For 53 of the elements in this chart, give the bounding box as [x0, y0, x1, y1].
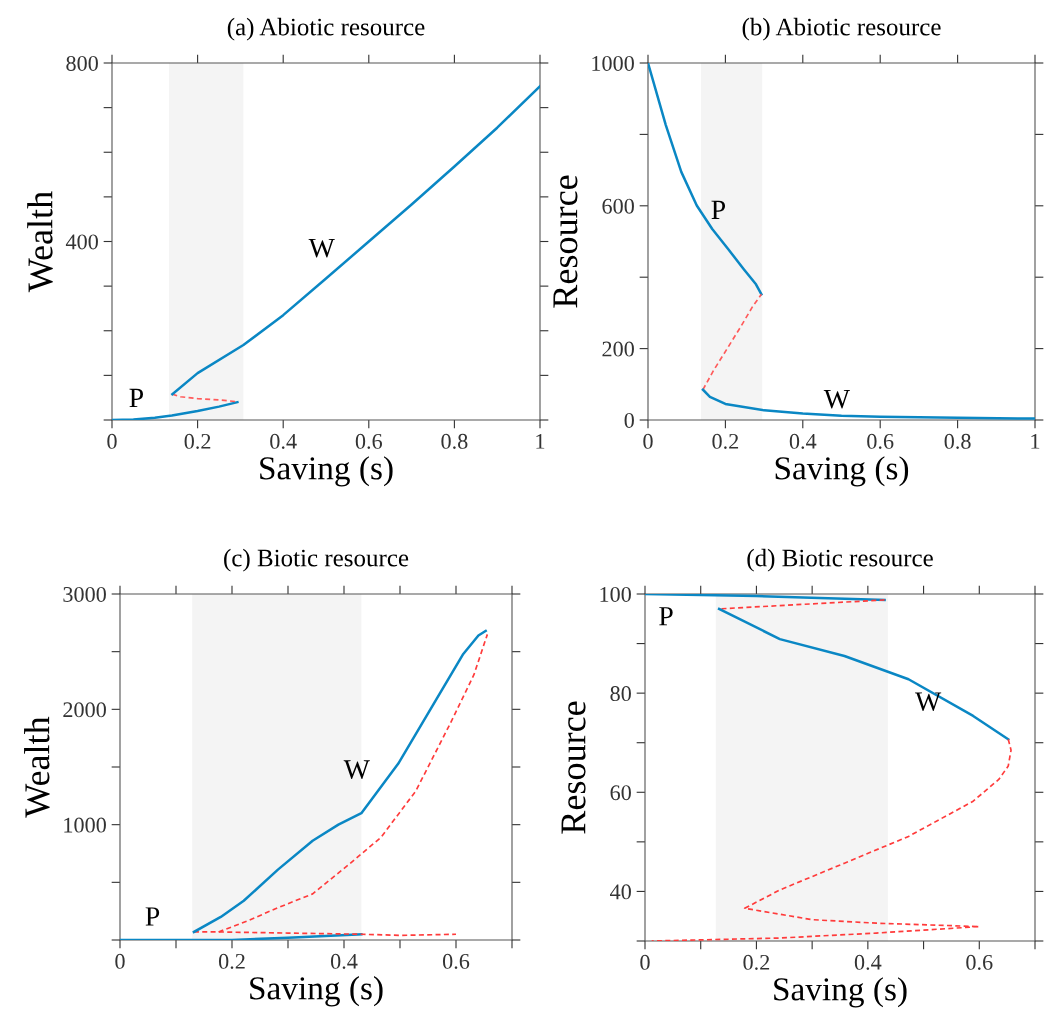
x-tick-label: 0 [640, 954, 650, 970]
y-tick-label: 100 [600, 586, 631, 602]
chart-title: (b) Abiotic resource [742, 17, 941, 41]
x-tick-label: 0.4 [854, 954, 882, 970]
x-tick-label: 0.6 [867, 433, 894, 449]
chart-title: (c) Biotic resource [224, 548, 409, 572]
annotation: P [711, 200, 726, 219]
annotation: W [823, 389, 850, 409]
y-axis-title: Wealth [24, 716, 50, 818]
y-axis-title: Resource [553, 175, 578, 308]
y-tick-label: 1000 [64, 817, 106, 833]
chart-title: (d) Biotic resource [747, 548, 933, 572]
y-tick-label: 200 [602, 341, 634, 357]
y-axis-title: Resource [561, 701, 586, 834]
x-tick-label: 0.6 [966, 954, 993, 970]
annotation: W [915, 692, 942, 712]
y-tick-label: 80 [610, 686, 631, 702]
y-tick-label: 400 [65, 234, 98, 250]
y-tick-label: 40 [610, 884, 631, 900]
x-tick-label: 0.2 [712, 433, 739, 449]
x-tick-label: 1 [536, 433, 545, 449]
y-tick-label: 0 [624, 412, 634, 428]
x-axis-title: Saving (s) [260, 456, 393, 487]
annotation: P [145, 907, 160, 926]
x-axis-title: Saving (s) [775, 456, 909, 487]
x-tick-label: 0.4 [330, 953, 358, 969]
x-tick-label: 0.2 [743, 954, 770, 970]
x-tick-label: 0.2 [184, 433, 211, 449]
x-tick-label: 0 [643, 433, 653, 449]
y-axis-title: Wealth [27, 191, 53, 293]
annotation: P [129, 388, 144, 408]
x-tick-label: 0 [107, 433, 117, 449]
x-axis-title: Saving (s) [250, 976, 383, 1007]
x-axis-title: Saving (s) [774, 977, 907, 1008]
x-tick-label: 0.2 [218, 953, 245, 969]
x-tick-label: 1 [1031, 433, 1040, 449]
y-tick-label: 2000 [63, 702, 106, 718]
x-tick-label: 0.6 [442, 953, 470, 969]
annotation: P [659, 607, 673, 626]
annotation: W [343, 760, 370, 779]
x-tick-label: 0.4 [270, 433, 297, 449]
chart-title: (a) Abiotic resource [227, 17, 425, 41]
x-tick-label: 0.4 [789, 433, 817, 449]
y-tick-label: 800 [66, 55, 98, 71]
y-tick-label: 1000 [592, 55, 634, 71]
x-tick-label: 0.8 [441, 433, 468, 449]
annotation: W [308, 238, 335, 258]
x-tick-label: 0.6 [355, 433, 383, 449]
x-tick-label: 0.8 [944, 433, 971, 449]
y-tick-label: 600 [602, 198, 634, 214]
x-tick-label: 0 [115, 953, 125, 969]
y-tick-label: 60 [610, 785, 631, 801]
y-tick-label: 3000 [63, 586, 106, 602]
